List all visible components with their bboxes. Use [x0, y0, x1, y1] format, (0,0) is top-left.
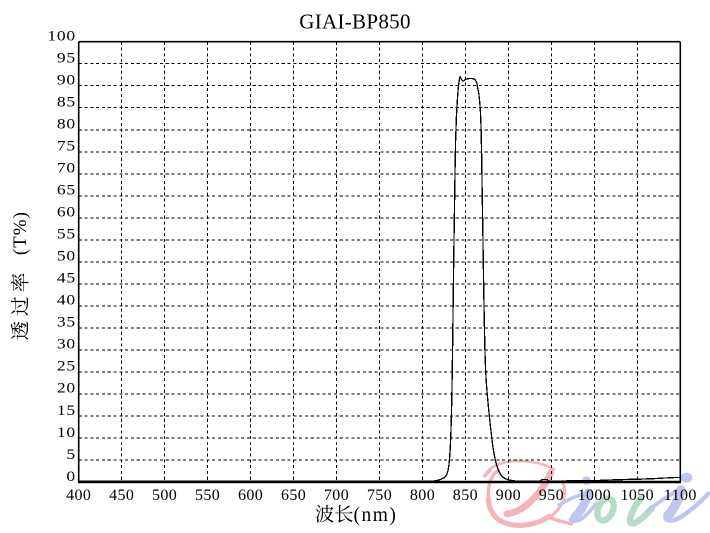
- svg-text:600: 600: [238, 487, 263, 504]
- svg-text:1100: 1100: [664, 487, 697, 504]
- svg-text:GIAI-BP850: GIAI-BP850: [299, 10, 411, 34]
- svg-text:650: 650: [281, 487, 306, 504]
- svg-text:5: 5: [66, 445, 75, 462]
- svg-text:15: 15: [57, 401, 76, 418]
- svg-text:750: 750: [367, 487, 392, 504]
- svg-text:450: 450: [109, 487, 134, 504]
- svg-text:100: 100: [47, 27, 75, 44]
- svg-text:700: 700: [324, 487, 349, 504]
- svg-text:20: 20: [57, 379, 76, 396]
- svg-text:70: 70: [57, 159, 76, 176]
- svg-text:75: 75: [57, 137, 76, 154]
- svg-text:95: 95: [57, 49, 76, 66]
- svg-text:900: 900: [496, 487, 521, 504]
- svg-text:35: 35: [57, 313, 76, 330]
- svg-text:65: 65: [57, 181, 76, 198]
- svg-text:25: 25: [57, 357, 76, 374]
- svg-text:850: 850: [453, 487, 478, 504]
- svg-text:950: 950: [539, 487, 564, 504]
- svg-text:90: 90: [57, 71, 76, 88]
- svg-text:1000: 1000: [578, 487, 612, 504]
- svg-text:55: 55: [57, 225, 76, 242]
- svg-text:(nm): (nm): [354, 505, 398, 526]
- svg-text:550: 550: [195, 487, 220, 504]
- svg-text:10: 10: [57, 423, 76, 440]
- svg-text:80: 80: [57, 115, 76, 132]
- svg-text:1050: 1050: [620, 487, 654, 504]
- svg-text:(T%): (T%): [10, 211, 31, 255]
- svg-text:40: 40: [57, 291, 76, 308]
- svg-text:30: 30: [57, 335, 76, 352]
- svg-text:800: 800: [410, 487, 435, 504]
- svg-text:0: 0: [66, 467, 75, 484]
- svg-text:500: 500: [152, 487, 177, 504]
- svg-text:60: 60: [57, 203, 76, 220]
- svg-text:50: 50: [57, 247, 76, 264]
- svg-text:45: 45: [57, 269, 76, 286]
- svg-text:85: 85: [57, 93, 76, 110]
- svg-text:400: 400: [66, 487, 91, 504]
